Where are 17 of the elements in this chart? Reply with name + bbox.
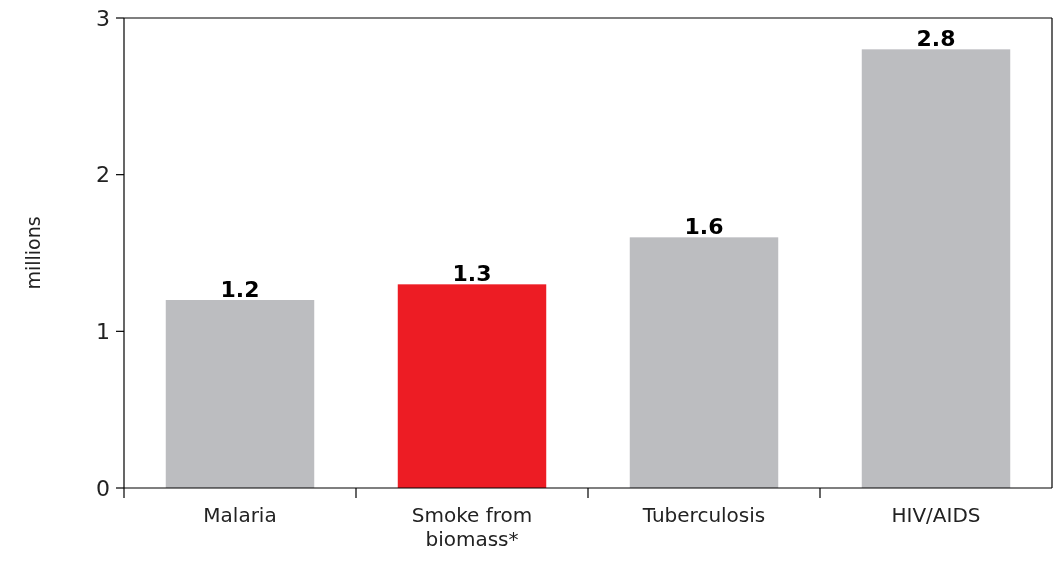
y-tick-label: 1 bbox=[96, 319, 110, 345]
x-tick-label: Smoke from biomass* bbox=[411, 503, 533, 551]
data-label: 1.3 bbox=[452, 261, 492, 287]
bar bbox=[629, 237, 779, 488]
bar bbox=[861, 49, 1011, 488]
x-tick-label: Malaria bbox=[203, 503, 277, 527]
x-tick-label: Tuberculosis bbox=[641, 503, 766, 527]
y-axis-title: millions bbox=[22, 216, 44, 290]
bar bbox=[397, 284, 547, 488]
y-tick-label: 3 bbox=[96, 5, 110, 31]
data-label: 2.8 bbox=[916, 26, 956, 52]
y-tick-label: 0 bbox=[96, 475, 110, 501]
bar bbox=[165, 300, 315, 488]
x-tick-label: HIV/AIDS bbox=[891, 503, 981, 527]
data-label: 1.2 bbox=[220, 277, 260, 302]
data-label: 1.6 bbox=[684, 214, 724, 240]
y-tick-label: 2 bbox=[96, 162, 110, 188]
